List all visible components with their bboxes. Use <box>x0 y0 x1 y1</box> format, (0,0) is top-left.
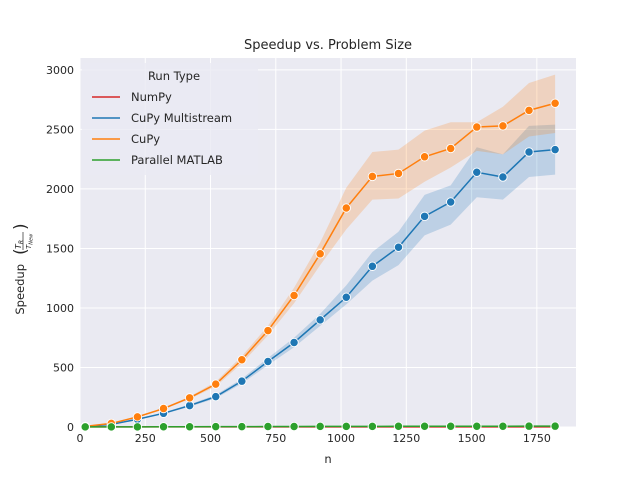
point-parallel-matlab <box>158 422 169 432</box>
point-cupy-multistream <box>498 172 508 182</box>
point-cupy <box>393 168 404 179</box>
point-cupy <box>524 105 534 116</box>
y-tick-label: 3000 <box>46 64 74 77</box>
point-parallel-matlab <box>106 422 116 432</box>
point-parallel-matlab <box>393 421 404 431</box>
point-parallel-matlab <box>341 421 351 432</box>
x-tick-label: 500 <box>200 432 221 445</box>
legend: Run Type NumPy CuPy Multistream CuPy Parall… <box>82 63 258 175</box>
point-cupy <box>419 152 430 162</box>
point-cupy <box>367 171 378 182</box>
x-tick-label: 750 <box>265 432 286 445</box>
point-cupy <box>498 121 508 131</box>
legend-label: Parallel MATLAB <box>131 153 223 167</box>
series-markers <box>80 98 560 432</box>
y-tick-labels: 0 500 1000 1500 2000 2500 3000 <box>46 64 74 434</box>
y-axis-label-text: Speedup <box>13 264 27 315</box>
point-cupy <box>550 98 560 108</box>
point-parallel-matlab <box>289 421 299 432</box>
chart-title: Speedup vs. Problem Size <box>244 38 412 53</box>
x-axis-label: n <box>324 452 331 466</box>
y-tick-label: 2000 <box>46 183 74 196</box>
point-cupy <box>132 412 143 422</box>
legend-item-cupy-multistream: CuPy Multistream <box>92 111 232 125</box>
legend-item-cupy: CuPy <box>92 132 160 146</box>
y-tick-label: 500 <box>53 361 74 374</box>
point-cupy <box>315 249 325 259</box>
point-cupy <box>341 203 351 213</box>
point-cupy <box>263 325 273 336</box>
y-tick-label: 1000 <box>46 302 74 315</box>
point-cupy-multistream <box>289 337 299 348</box>
x-tick-label: 250 <box>135 432 156 445</box>
y-axis-label-paren-open: ( <box>11 248 31 255</box>
point-cupy <box>211 379 221 389</box>
y-axis-label: Speedup ( TR TNew ) <box>11 223 35 314</box>
point-parallel-matlab <box>498 421 508 431</box>
y-tick-label: 0 <box>67 421 74 434</box>
point-cupy-multistream <box>263 356 273 367</box>
point-cupy-multistream <box>550 145 560 155</box>
point-parallel-matlab <box>237 421 247 432</box>
point-parallel-matlab <box>472 421 482 431</box>
point-parallel-matlab <box>446 421 456 431</box>
point-parallel-matlab <box>263 421 273 432</box>
x-tick-label: 1000 <box>327 432 355 445</box>
x-tick-label: 1500 <box>458 432 486 445</box>
point-parallel-matlab <box>550 421 560 431</box>
point-cupy <box>472 122 482 132</box>
y-axis-label-paren-close: ) <box>11 223 31 230</box>
point-parallel-matlab <box>419 421 430 431</box>
point-cupy-multistream <box>472 167 482 177</box>
y-tick-label: 1500 <box>46 242 74 255</box>
point-parallel-matlab <box>184 422 195 432</box>
legend-entries: NumPy CuPy Multistream CuPy Parallel MATLAB <box>92 90 232 167</box>
point-parallel-matlab <box>367 421 378 432</box>
x-tick-label: 1250 <box>392 432 420 445</box>
point-cupy <box>158 403 169 414</box>
y-axis-label-numerator: TR <box>14 240 25 249</box>
x-tick-label: 0 <box>77 432 84 445</box>
point-parallel-matlab <box>315 421 325 432</box>
legend-title: Run Type <box>148 69 200 83</box>
point-parallel-matlab <box>80 422 90 432</box>
point-parallel-matlab <box>524 421 534 431</box>
x-tick-label: 1750 <box>523 432 551 445</box>
legend-label: CuPy Multistream <box>131 111 232 125</box>
x-tick-labels: 0 250 500 750 1000 1250 1500 1750 <box>77 432 551 445</box>
y-tick-label: 2500 <box>46 123 74 136</box>
point-parallel-matlab <box>211 421 221 432</box>
point-cupy-multistream <box>211 391 221 402</box>
point-cupy-multistream <box>341 292 351 302</box>
band-cupy-multistream <box>85 124 556 427</box>
legend-item-numpy: NumPy <box>92 90 172 104</box>
point-cupy-multistream <box>446 197 456 207</box>
point-cupy-multistream <box>315 315 325 325</box>
legend-box <box>82 63 258 175</box>
point-cupy-multistream <box>237 376 247 386</box>
point-cupy <box>446 143 456 154</box>
point-cupy <box>184 393 195 403</box>
point-parallel-matlab <box>132 422 143 432</box>
y-axis-label-denominator: TNew <box>25 233 35 249</box>
point-cupy-multistream <box>184 400 195 411</box>
point-cupy-multistream <box>419 211 430 221</box>
point-cupy-multistream <box>524 147 534 157</box>
point-cupy <box>289 290 299 301</box>
point-cupy-multistream <box>393 242 404 252</box>
point-cupy <box>237 355 247 365</box>
legend-label: NumPy <box>131 90 172 104</box>
legend-label: CuPy <box>131 132 160 146</box>
legend-item-parallel-matlab: Parallel MATLAB <box>92 153 223 167</box>
point-cupy-multistream <box>367 261 378 271</box>
